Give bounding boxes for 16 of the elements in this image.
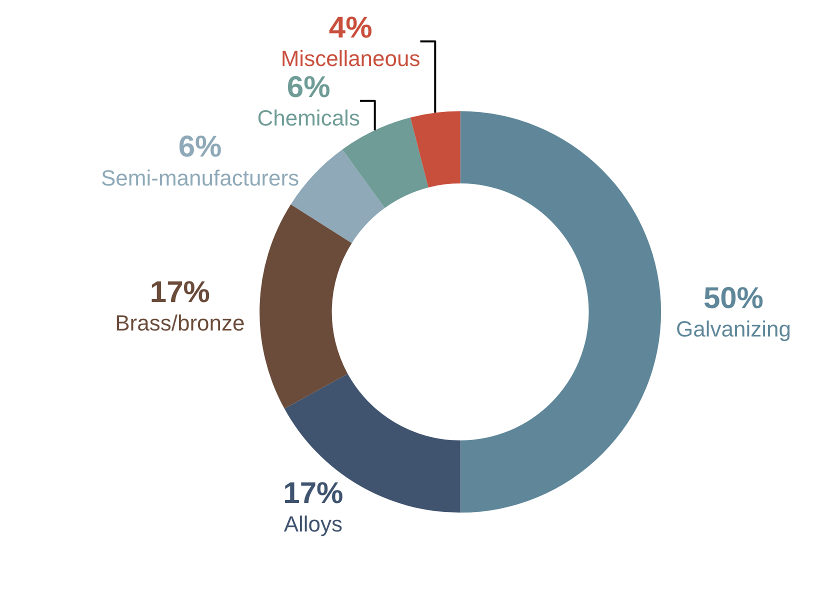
slice-label: Miscellaneous	[280, 46, 420, 72]
donut-slice	[260, 204, 352, 409]
data-label: 17%	[150, 276, 210, 309]
slice-label: Galvanizing	[676, 316, 791, 342]
data-label: 6%	[178, 130, 222, 164]
donut-slice	[460, 111, 661, 513]
slice-label: Brass/bronze	[115, 310, 245, 336]
data-label: 4%	[328, 12, 372, 45]
data-label: 50%	[703, 282, 764, 316]
data-label: 6%	[286, 71, 330, 104]
donut-slice	[410, 111, 460, 188]
slice-label: Alloys	[284, 512, 343, 537]
slice-label: Semi-manufacturers	[100, 165, 300, 190]
data-label: 17%	[283, 477, 344, 510]
slice-label: Chemicals	[257, 106, 360, 131]
donut-slice	[284, 374, 460, 513]
